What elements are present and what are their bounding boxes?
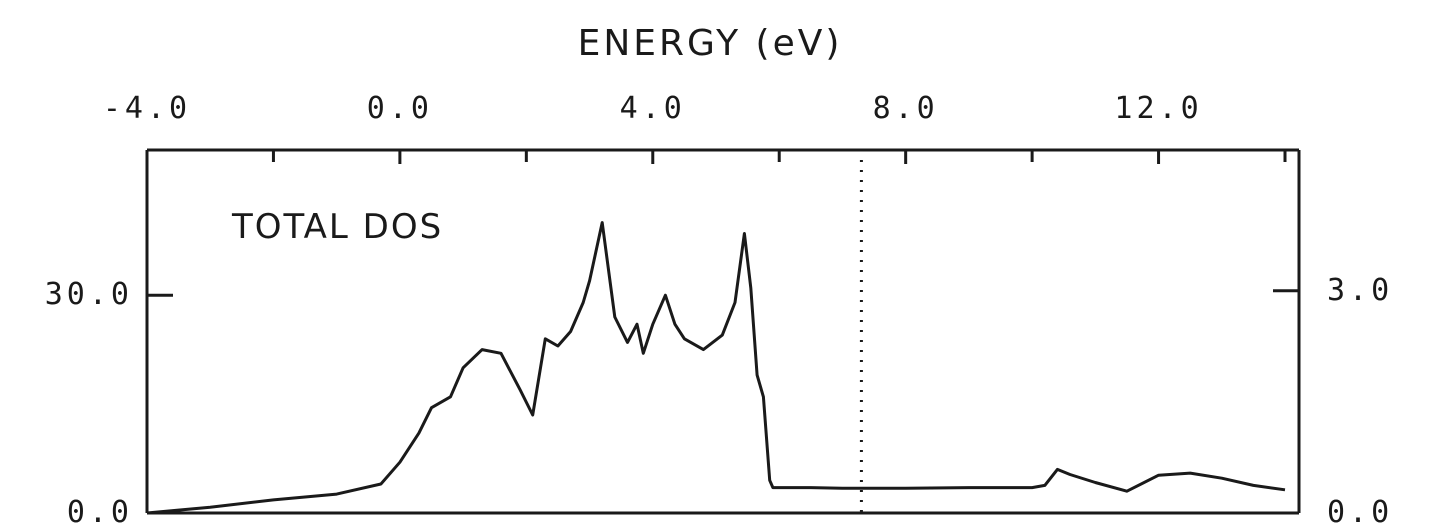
total-dos-label: TOTAL DOS (231, 207, 443, 247)
x-axis-title: ENERGY (eV) (578, 23, 843, 64)
y-right-tick-label: 0.0 (1327, 495, 1393, 523)
x-tick-label: 4.0 (620, 91, 686, 126)
x-tick-label: 8.0 (873, 91, 939, 126)
x-tick-label: -4.0 (103, 91, 191, 126)
x-tick-label: 0.0 (367, 91, 433, 126)
y-left-tick-label: 30.0 (45, 277, 133, 312)
plot-frame (145, 148, 1301, 515)
x-tick-label: 12.0 (1114, 91, 1202, 126)
y-left-tick-label: 0.0 (67, 495, 133, 523)
total-dos-curve (146, 221, 1286, 515)
axis-tick-labels: -4.0 0.0 4.0 8.0 12.0 0.0 30.0 0.0 3.0 (45, 91, 1393, 523)
axis-ticks (145, 150, 1299, 515)
y-right-tick-label: 3.0 (1327, 273, 1393, 308)
